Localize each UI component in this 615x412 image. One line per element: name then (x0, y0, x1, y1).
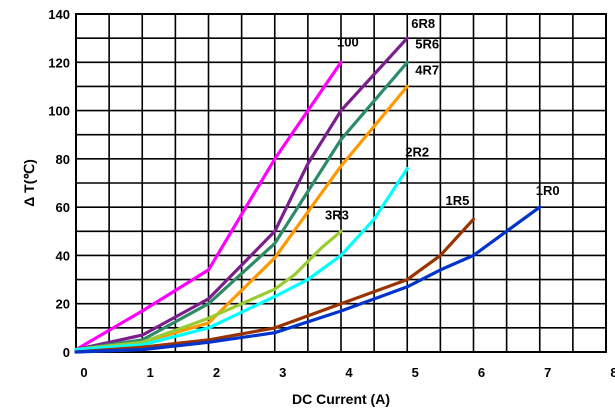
series-label-1r0: 1R0 (536, 183, 560, 198)
y-tick-label: 120 (48, 55, 70, 70)
x-tick-label: 5 (412, 365, 419, 380)
series-line-1r0 (74, 205, 542, 354)
x-axis-title: DC Current (A) (292, 391, 390, 407)
series-label-2r2: 2R2 (405, 145, 429, 160)
series-line-2r2 (74, 166, 409, 352)
series-line-3r3 (74, 229, 343, 352)
series-label-3r3: 3R3 (325, 207, 349, 222)
series-layer (74, 36, 542, 354)
y-axis-title: Δ T(℃) (21, 159, 37, 207)
series-label-5r6: 5R6 (415, 36, 439, 51)
x-tick-label: 0 (80, 365, 87, 380)
series-line-100 (74, 60, 343, 352)
series-label-100: 100 (337, 34, 359, 49)
x-tick-label: 8 (610, 365, 615, 380)
series-label-6r8: 6R8 (411, 16, 435, 31)
grid (75, 13, 607, 353)
y-tick-label: 40 (56, 248, 70, 263)
series-line-5r6 (74, 60, 409, 352)
y-tick-label: 0 (63, 345, 70, 360)
y-tick-label: 140 (48, 7, 70, 22)
series-label-1r5: 1R5 (446, 193, 470, 208)
series-line-6r8 (74, 36, 409, 352)
x-tick-label: 3 (279, 365, 286, 380)
x-tick-label: 7 (544, 365, 551, 380)
y-tick-label: 60 (56, 200, 70, 215)
x-tick-label: 4 (345, 365, 353, 380)
x-tick-label: 1 (147, 365, 154, 380)
x-tick-label: 6 (478, 365, 485, 380)
series-labels: 100 6R8 5R6 4R7 3R3 2R2 1R5 1R0 (325, 16, 560, 222)
y-tick-label: 80 (56, 152, 70, 167)
y-tick-label: 100 (48, 104, 70, 119)
y-tick-label: 20 (56, 297, 70, 312)
x-tick-label: 2 (213, 365, 220, 380)
series-line-1r5 (74, 217, 476, 354)
series-label-4r7: 4R7 (415, 62, 439, 77)
